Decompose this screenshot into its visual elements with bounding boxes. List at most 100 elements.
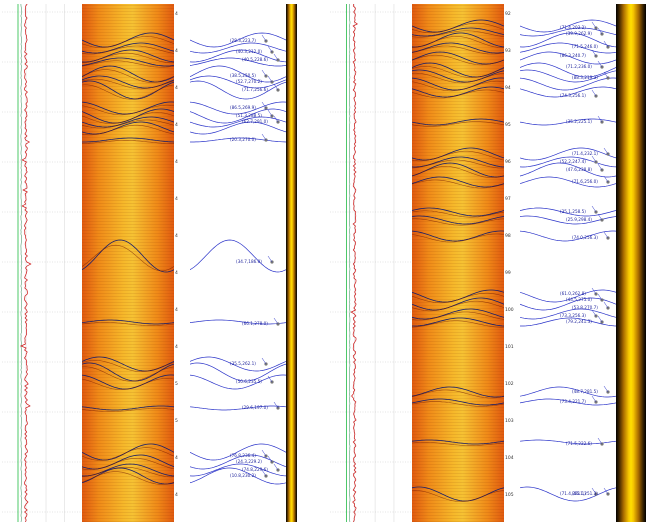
fracture-trace [412,311,504,321]
fracture-trace [82,408,174,412]
gamma-curve-plot [2,4,82,522]
tadpole-tail [267,75,273,83]
dip-azimuth-label: (40.5,228.6) [242,57,268,62]
dip-sinusoid [190,319,286,325]
depth-label: 4 [175,86,178,91]
fracture-trace [412,121,504,127]
image-sinusoid [82,319,174,325]
dip-sinusoid [190,57,286,67]
depth-label: 104 [505,456,514,461]
fracture-trace [82,36,174,48]
tadpole-tail [603,147,609,155]
image-sinusoid [82,42,174,54]
tadpole-tail [597,60,603,68]
fracture-trace [412,80,504,92]
dip-sinusoid [520,215,616,225]
dip-sinusoid [520,439,616,445]
dip-azimuth-label: (71.7,256.6) [242,87,268,92]
dip-sinusoid [190,121,286,135]
dip-azimuth-label: (34.7,186.0) [236,259,262,264]
image-sinusoid [412,118,504,126]
fracture-trace [412,66,504,78]
dip-sinusoid [190,374,286,390]
tadpole-tail [273,463,279,471]
image-sinusoid [412,32,504,48]
dip-azimuth-label: (66.1,278.0) [242,321,268,326]
dip-azimuth-label: (35.1,258.5) [560,209,586,214]
tadpole-dip-track: (71.4,203.2) (39.9,262.9) (71.5,246.0) (86.… [520,4,616,522]
tadpole-tail [267,45,273,53]
dip-sinusoid [190,239,286,273]
dip-sinusoid [190,405,286,411]
dip-azimuth-label: (44.5,275.0) [566,297,592,302]
depth-label: 5 [175,382,178,387]
log-panel-right: 92 93 94 95 96 97 98 99 100 101 102 103 104 105 (71.4… [330,4,648,522]
dip-azimuth-label: (79.2,241.3) [566,319,592,324]
tadpole-tail [267,255,273,263]
dip-sinusoid [520,386,616,398]
dip-sinusoid [520,207,616,217]
dip-azimuth-label: (39.9,262.9) [566,31,592,36]
dip-sinusoid [520,69,616,83]
fracture-trace [412,210,504,218]
depth-label: 4 [175,12,178,17]
fracture-trace [82,119,174,129]
dip-azimuth-label: (73.4,321.7) [560,399,586,404]
fracture-trace [82,45,174,55]
fracture-trace [82,458,174,470]
depth-label: 100 [505,308,514,313]
depth-label: 96 [505,160,511,165]
image-sinusoid [82,239,174,273]
depth-label: 4 [175,197,178,202]
depth-label: 4 [175,456,178,461]
fracture-trace [412,490,504,502]
dip-sinusoid [520,297,616,311]
image-sinusoid [412,42,504,54]
depth-label: 4 [175,493,178,498]
dip-sinusoid [520,317,616,327]
dip-sinusoid [190,108,286,124]
depth-label: 99 [505,271,511,276]
dip-sinusoid [190,443,286,461]
fracture-trace [412,320,504,328]
tadpole-tail [603,231,609,239]
fracture-trace [412,179,504,189]
dip-sinusoid [520,86,616,98]
tadpole-tail [261,449,267,457]
fracture-trace [82,360,174,372]
fracture-trace [412,36,504,48]
image-sinusoid [412,207,504,217]
reference-line-secondary [349,4,351,522]
dip-azimuth-label: (28.3,223.7) [230,38,256,43]
borehole-image-sinusoids [412,19,504,502]
image-sinusoid [412,77,504,91]
dip-azimuth-label: (29.6,197.0) [242,405,268,410]
dip-sinusoid [520,77,616,91]
fracture-trace [412,300,504,312]
tadpole-tail [267,375,273,383]
dip-sinusoid [520,62,616,78]
dip-azimuth-label: (47.6,238.8) [566,167,592,172]
tadpole-tail [591,287,597,295]
dip-sinusoid [520,156,616,168]
dip-azimuth-label: (71.2,236.0) [566,64,592,69]
tadpole-dip-track: (28.3,223.7) (40.3,212.0) (40.5,228.6) (38.… [190,4,286,522]
tadpole-tail [261,69,267,77]
tadpole-tail [273,53,279,61]
fracture-trace [412,389,504,399]
depth-label: 4 [175,308,178,313]
dip-azimuth-label: (86.3,240.7) [560,53,586,58]
image-sinusoid [82,137,174,143]
image-sinusoid [412,308,504,320]
depth-label: 4 [175,234,178,239]
dip-sinusoid [520,19,616,33]
virtual-core-track [616,4,646,522]
depth-label: 4 [175,160,178,165]
dip-azimuth-label: (52.2,247.4) [560,159,586,164]
dip-azimuth-label: (40.3,212.0) [236,49,262,54]
dip-azimuth-label: (38.5,250.5) [230,73,256,78]
image-sinusoid [412,386,504,398]
fracture-trace [82,84,174,100]
image-sinusoid [82,101,174,115]
